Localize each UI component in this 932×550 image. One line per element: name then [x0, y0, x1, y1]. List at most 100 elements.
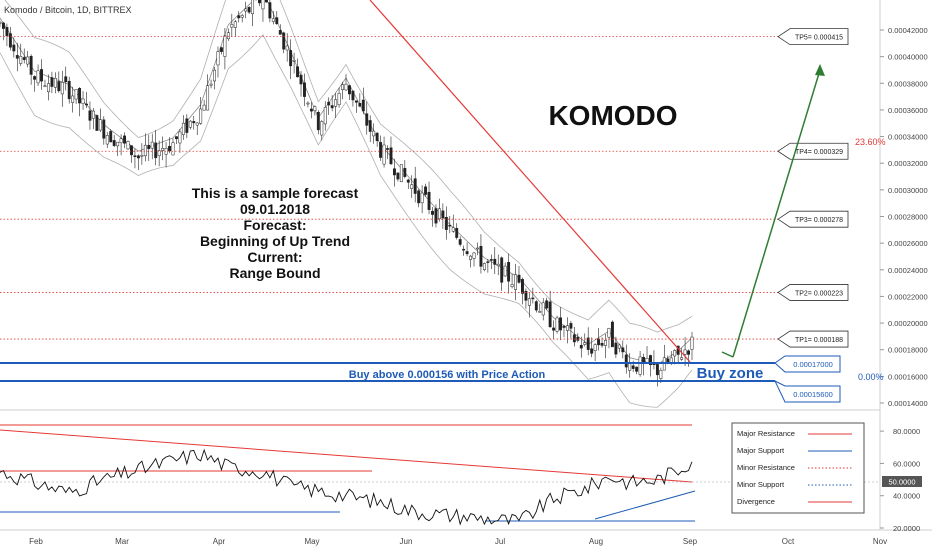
candle-body [181, 122, 185, 135]
candle-body [136, 155, 140, 159]
legend-label: Major Resistance [737, 429, 795, 438]
candle-body [642, 357, 646, 363]
candle-body [78, 88, 82, 104]
candle-body [375, 132, 379, 142]
price-tick-label: 0.00042000 [888, 26, 928, 35]
candle-body [645, 358, 649, 363]
candle-body [143, 144, 147, 157]
candle-body [441, 210, 445, 219]
candle-body [268, 2, 272, 19]
target-label: TP1= 0.000188 [795, 337, 843, 344]
target-tag [777, 28, 849, 46]
candle-body [98, 119, 102, 131]
price-tick-label: 0.00036000 [888, 106, 928, 115]
candle-body [175, 136, 178, 140]
candle-body [195, 122, 199, 126]
candle-body [206, 85, 210, 111]
candle-body [36, 70, 40, 84]
rsi-tick-label: 60.0000 [893, 459, 920, 468]
price-tick-label: 0.00028000 [888, 213, 928, 222]
legend: Major Resistance Major Support Minor Res… [731, 422, 865, 514]
candle-body [88, 110, 92, 121]
legend-label: Major Support [737, 446, 785, 455]
rsi-divergence-line [0, 429, 693, 483]
candle-body [372, 130, 376, 137]
candle-body [303, 82, 306, 97]
candle-body [147, 144, 151, 150]
candle-body [130, 145, 133, 156]
candle-body [247, 7, 251, 13]
candle-body [161, 148, 165, 151]
candle-body [583, 342, 587, 345]
candle-body [472, 252, 476, 259]
price-tick-label: 0.00024000 [888, 266, 928, 275]
rsi-tick-label: 40.0000 [893, 492, 920, 501]
candle-body [12, 44, 16, 52]
candle-body [538, 311, 542, 313]
candle-body [389, 147, 393, 165]
candle-body [112, 140, 116, 146]
forecast-line: Range Bound [230, 265, 321, 281]
price-tick-label: 0.00030000 [888, 186, 928, 195]
rsi-value-label: 50.0000 [888, 478, 915, 487]
candle-body [71, 95, 75, 103]
candle-body [354, 100, 358, 103]
candle-body [296, 66, 300, 78]
candle-body [337, 93, 341, 106]
candle-body [313, 106, 317, 112]
price-tick-label: 0.00020000 [888, 319, 928, 328]
time-tick-label: Jul [495, 537, 505, 546]
legend-label: Minor Resistance [737, 463, 795, 472]
candle-body [316, 111, 320, 131]
price-axis: 0.00042000 0.00040000 0.00038000 0.00036000… [880, 26, 928, 408]
candle-body [514, 274, 517, 290]
candle-body [157, 150, 161, 157]
candle-body [365, 113, 369, 126]
candle-body [510, 284, 514, 287]
candle-body [590, 348, 594, 354]
rsi-axis: 80.0000 60.0000 40.0000 20.0000 [880, 427, 920, 533]
buy-zone: Buy above 0.000156 with Price Action Buy… [0, 355, 841, 403]
candle-body [219, 47, 223, 52]
candle-body [458, 239, 462, 245]
candle-body [635, 366, 639, 372]
candle-body [199, 108, 203, 124]
candle-body [292, 60, 296, 62]
target-tag [777, 330, 849, 348]
candle-body [5, 27, 9, 36]
forecast-line: Forecast: [243, 217, 306, 233]
candle-body [119, 138, 123, 144]
target-label: TP3= 0.000278 [795, 217, 843, 224]
candle-body [437, 208, 441, 219]
candle-body [140, 154, 144, 157]
candle-body [479, 245, 483, 267]
candle-body [19, 56, 23, 64]
candle-body [399, 164, 403, 183]
time-axis: Feb Mar Apr May Jun Jul Aug Sep Oct Nov [29, 537, 887, 546]
candle-body [631, 365, 635, 369]
candle-body [451, 227, 455, 232]
candle-body [382, 144, 386, 165]
candle-body [91, 110, 95, 119]
candle-body [154, 142, 158, 159]
candle-body [666, 358, 670, 363]
candle-body [289, 50, 293, 67]
candle-body [500, 257, 504, 283]
candle-body [690, 336, 694, 350]
time-tick-label: Jun [400, 537, 413, 546]
time-tick-label: Apr [213, 537, 226, 546]
candle-body [81, 98, 85, 104]
candle-body [216, 51, 220, 66]
legend-box [731, 422, 865, 514]
price-tick-label: 0.00034000 [888, 133, 928, 142]
candle-body [43, 85, 47, 88]
candle-body [462, 248, 466, 251]
candle-body [251, 0, 255, 15]
candle-body [57, 81, 61, 92]
candle-body [486, 261, 490, 263]
candle-body [669, 357, 673, 363]
time-tick-label: Nov [873, 537, 887, 546]
rsi-value-badge [882, 476, 922, 487]
candle-body [46, 83, 50, 93]
candle-body [15, 55, 19, 59]
